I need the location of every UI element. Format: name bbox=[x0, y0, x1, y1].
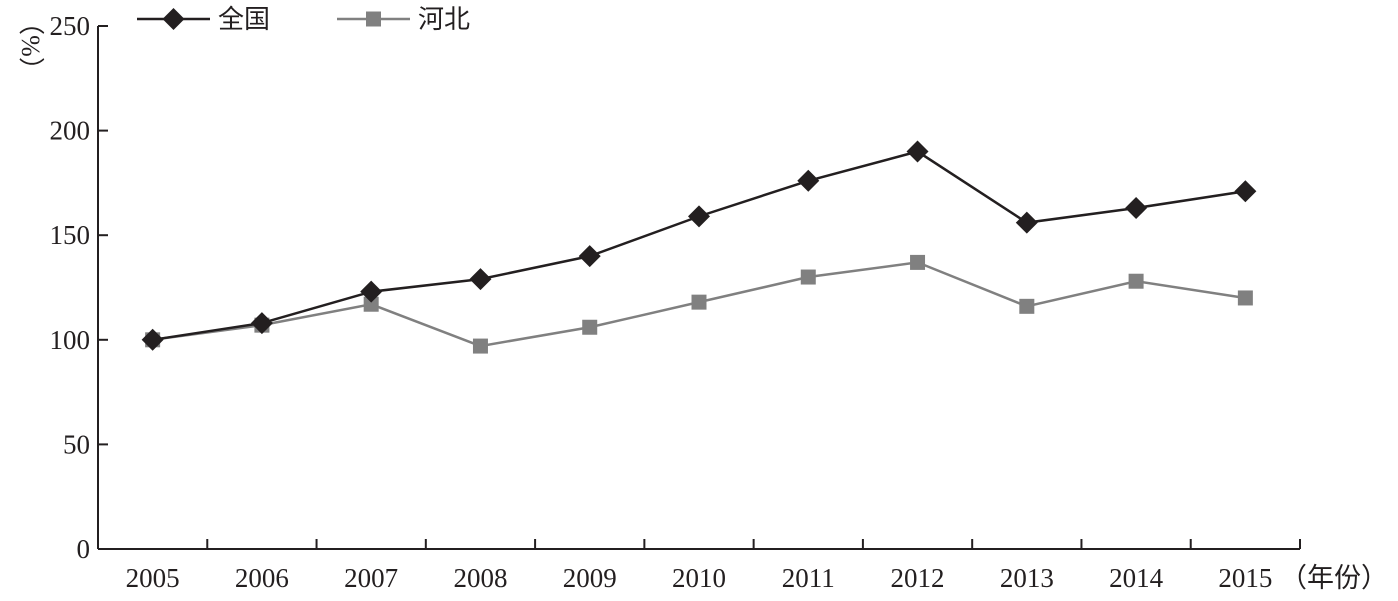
x-tick-label: 2011 bbox=[782, 563, 835, 593]
data-point bbox=[1125, 197, 1148, 220]
data-point bbox=[1019, 298, 1035, 314]
y-axis-unit-label: （%） bbox=[16, 9, 45, 83]
y-tick-label: 0 bbox=[77, 534, 91, 564]
legend-item: 全国 bbox=[137, 5, 270, 35]
data-point bbox=[906, 140, 929, 163]
data-point bbox=[800, 269, 816, 285]
series-layer bbox=[141, 140, 1257, 354]
data-point bbox=[469, 268, 492, 291]
x-tick-label: 2015 bbox=[1218, 563, 1272, 593]
data-point bbox=[910, 254, 926, 270]
series-河北 bbox=[145, 254, 1253, 354]
x-tick-label: 2012 bbox=[891, 563, 945, 593]
data-point bbox=[1237, 290, 1253, 306]
x-tick-label: 2013 bbox=[1000, 563, 1054, 593]
x-tick-label: 2009 bbox=[563, 563, 617, 593]
x-tick-label: 2014 bbox=[1109, 563, 1164, 593]
x-tick-label: 2010 bbox=[672, 563, 726, 593]
data-point bbox=[250, 312, 273, 335]
x-tick-label: 2006 bbox=[235, 563, 289, 593]
legend-label: 河北 bbox=[418, 5, 470, 35]
y-tick-label: 250 bbox=[50, 11, 91, 41]
x-axis-unit-label: （年份） bbox=[1280, 563, 1388, 594]
data-point bbox=[1234, 180, 1257, 203]
y-tick-label: 200 bbox=[50, 116, 91, 146]
data-point bbox=[1015, 211, 1038, 234]
data-point bbox=[1128, 273, 1144, 289]
data-point bbox=[691, 294, 707, 310]
axes: 0 50 100 150 200 250 2005 2006 2007 2008 2009 2010 2… bbox=[50, 11, 1301, 593]
legend-marker bbox=[366, 11, 381, 27]
y-tick-label: 50 bbox=[63, 429, 90, 459]
data-point bbox=[141, 328, 164, 351]
legend-label: 全国 bbox=[218, 5, 270, 35]
data-point bbox=[360, 280, 383, 303]
y-tick-label: 150 bbox=[50, 220, 91, 250]
y-tick-label: 100 bbox=[50, 325, 91, 355]
series-全国 bbox=[141, 140, 1257, 351]
data-point bbox=[797, 169, 820, 192]
legend: 全国 河北 bbox=[137, 5, 470, 35]
legend-item: 河北 bbox=[337, 5, 470, 35]
data-point bbox=[472, 338, 488, 354]
data-point bbox=[578, 245, 601, 268]
x-tick-label: 2008 bbox=[453, 563, 507, 593]
x-tick-label: 2005 bbox=[126, 563, 180, 593]
data-point bbox=[582, 319, 598, 335]
x-tick-label: 2007 bbox=[344, 563, 398, 593]
legend-marker bbox=[162, 8, 185, 30]
series-line bbox=[152, 150, 1246, 342]
data-point bbox=[688, 205, 710, 228]
data-point bbox=[363, 296, 379, 312]
